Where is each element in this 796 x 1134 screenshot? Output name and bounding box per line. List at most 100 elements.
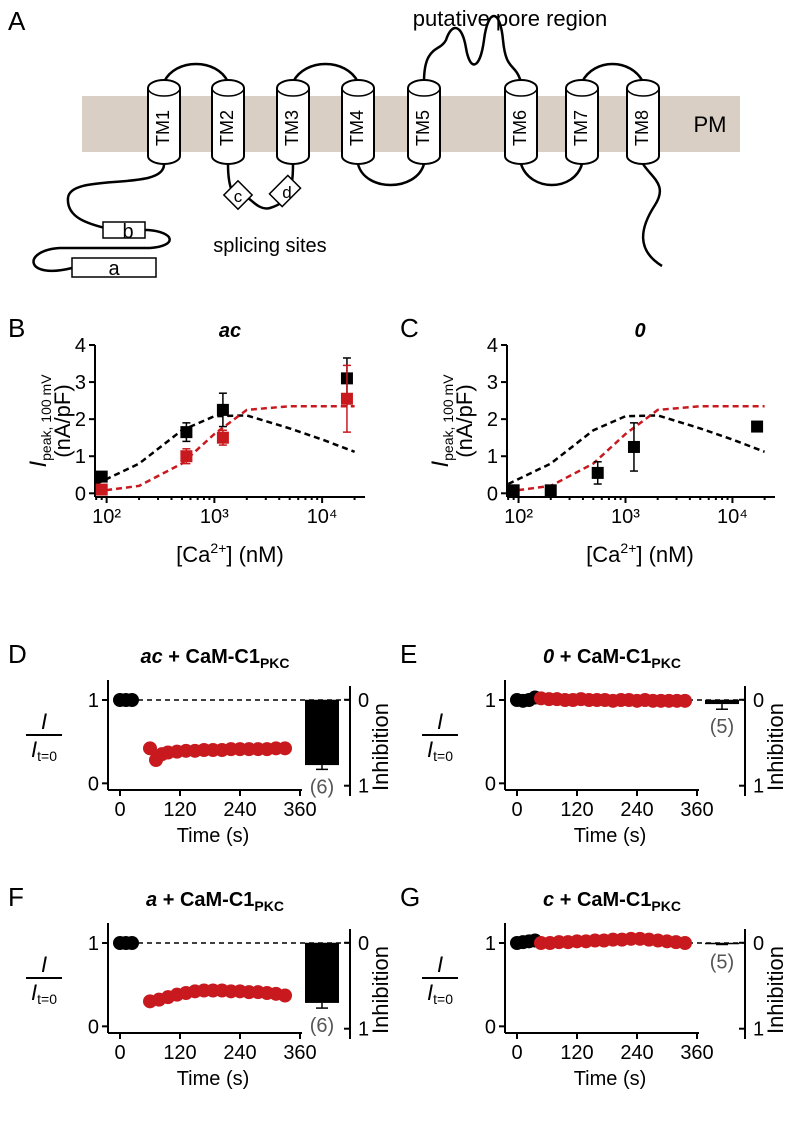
y-tick-label: 1 [485,933,496,955]
y2-tick-label: 1 [358,776,369,798]
site-label: b [122,221,133,243]
n-label: (6) [310,1015,334,1037]
data-point [591,466,604,479]
text-part: PKC [260,655,290,671]
data-point [544,484,557,497]
text-part: [Ca [176,542,211,567]
y-label-denominator: It=0 [31,980,57,1007]
y-label-numerator: I [437,952,443,977]
text-part: PKC [254,898,284,914]
tm-cylinder [211,79,245,165]
y2-tick-label: 0 [358,690,369,712]
x-tick-label: 10⁴ [307,506,338,528]
site-box [222,179,254,211]
text-part: ac [140,646,162,668]
y2-tick-label: 1 [753,776,764,798]
membrane-label: PM [694,112,727,137]
x-tick-label: 0 [114,799,125,821]
fit-line [508,404,765,493]
y-tick-label: 0 [485,1016,496,1038]
tm-label: TM5 [413,110,433,146]
x-axis-label: Time (s) [574,1068,647,1090]
y-axis-label: Ipeak, 100 mV [25,374,54,468]
tm-cylinder-top [626,87,660,97]
data-point [216,431,229,444]
y2-axis-label: Inhibition [368,703,393,791]
text-part: + CaM-C1 [554,646,651,668]
text-part: peak, 100 mV [440,374,456,461]
loop [356,163,426,187]
y-tick-label: 2 [487,409,498,431]
inhibition-bar [705,942,739,945]
x-tick-label: 360 [283,799,316,821]
text-part: t=0 [37,748,57,764]
text-part: + CaM-C1 [163,646,260,668]
x-tick-label: 360 [283,1042,316,1064]
x-tick-label: 0 [511,799,522,821]
data-point [125,693,139,707]
y-label-numerator: I [41,709,47,734]
y-label-denominator: It=0 [31,737,57,764]
y-axis-label: (nA/pF) [50,384,75,457]
panel-letter: C [400,313,419,343]
inhibition-bar [305,699,339,766]
site-label: d [282,183,291,202]
site-box [102,221,146,239]
x-tick-label: 360 [680,1042,713,1064]
panel-letter: B [8,313,25,343]
panel-letter: D [8,639,27,669]
y-axis-label: (nA/pF) [452,384,477,457]
y2-tick-label: 0 [753,690,764,712]
x-tick-label: 10³ [611,506,640,528]
data-point [627,440,640,453]
text-part: t=0 [433,991,453,1007]
chart-title: 0 [634,320,645,342]
text-part: 2+ [620,540,636,556]
loop [32,163,171,273]
y2-tick-label: 0 [358,933,369,955]
y2-axis-label: Inhibition [368,946,393,1034]
text-part: 2+ [210,540,226,556]
site-box [71,257,157,278]
x-tick-label: 240 [620,799,653,821]
x-tick-label: 120 [163,1042,196,1064]
data-point [95,470,108,483]
tm-label: TM3 [282,110,302,146]
x-axis-label: [Ca2+] (nM) [586,540,694,567]
chart-title: c + CaM-C1PKC [543,889,681,914]
inhibition-bar [705,699,739,705]
y-tick-label: 1 [487,446,498,468]
transmembrane-segments: TM1 TM2 TM3 TM4 TM5 TM6 TM7 TM8 [147,79,660,165]
text-part: I [31,980,37,1005]
sites-label: splicing sites [213,235,326,257]
data-point [278,988,292,1003]
text-part: t=0 [37,991,57,1007]
text-part: PKC [651,898,681,914]
x-tick-label: 0 [114,1042,125,1064]
y2-tick-label: 1 [753,1019,764,1041]
y2-axis-label: Inhibition [763,703,788,791]
y-label-numerator: I [437,709,443,734]
tm-cylinder [407,79,441,165]
tm-label: TM2 [217,110,237,146]
data-point [278,741,292,756]
tm-cylinder-top [276,87,310,97]
y-tick-label: 4 [487,335,498,357]
data-point [143,741,157,756]
data-point [95,483,108,496]
text-part: PKC [651,655,681,671]
y-label-denominator: It=0 [427,737,453,764]
text-part: I [427,737,433,762]
data-point [180,426,193,439]
y-tick-label: 1 [485,690,496,712]
x-axis-label: Time (s) [177,1068,250,1090]
tm-cylinder-top [147,87,181,97]
y2-tick-label: 0 [753,933,764,955]
n-label: (5) [710,716,734,738]
tm-cylinder [341,79,375,165]
